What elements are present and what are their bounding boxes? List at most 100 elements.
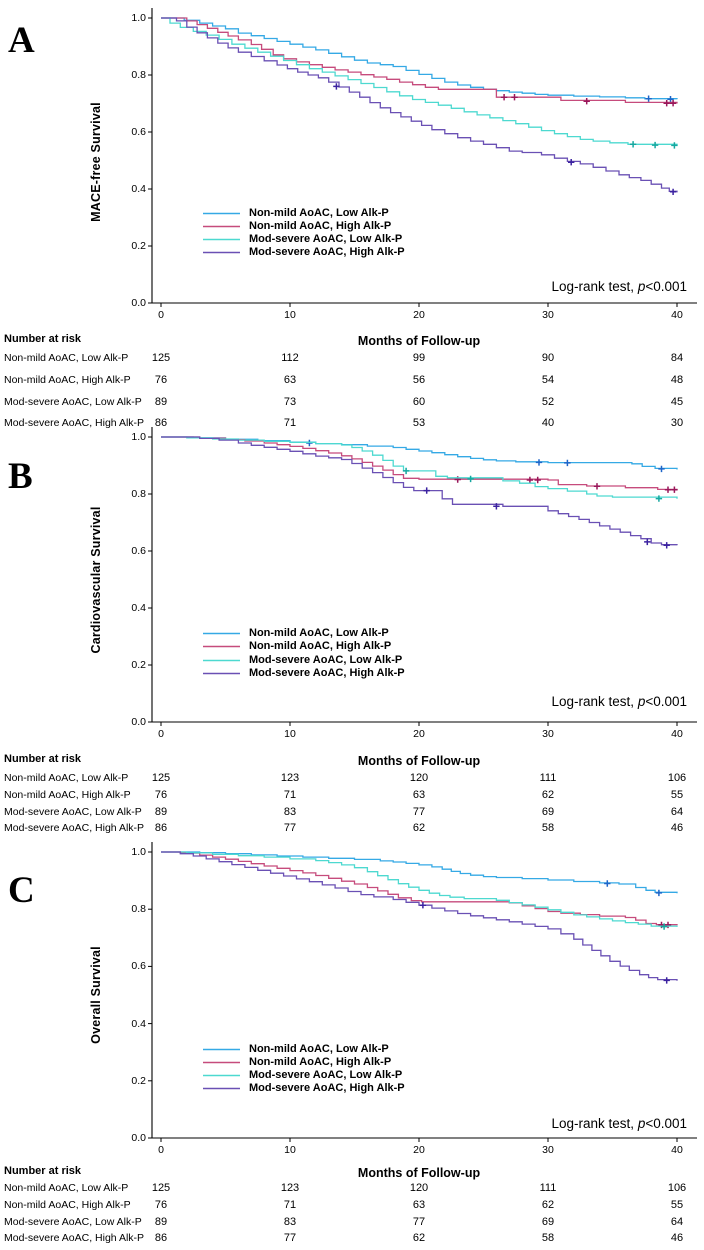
censor-mark — [671, 486, 678, 493]
risk-value: 30 — [670, 417, 684, 429]
x-tick-label: 20 — [413, 1144, 425, 1156]
km-step-line — [161, 851, 678, 927]
logrank-annotation: Log-rank test, p<0.001 — [552, 279, 687, 295]
censor-mark — [644, 538, 651, 546]
risk-value: 106 — [667, 1182, 687, 1194]
legend-label: Non-mild AoAC, High Alk-P — [249, 640, 392, 652]
risk-value: 89 — [154, 396, 168, 408]
risk-value: 46 — [670, 822, 684, 834]
censor-mark — [467, 475, 474, 483]
censor-mark — [658, 465, 665, 473]
censor-mark — [534, 476, 541, 484]
km-step-line — [161, 436, 678, 499]
risk-value: 71 — [283, 417, 297, 429]
risk-value: 53 — [412, 417, 426, 429]
risk-value: 76 — [154, 374, 168, 386]
y-tick-label: 0.4 — [131, 1017, 146, 1030]
risk-table-title: Number at risk — [4, 1165, 82, 1177]
logrank-p: p — [637, 694, 646, 709]
km-step-line — [161, 851, 678, 926]
y-tick-label: 0.0 — [131, 716, 146, 728]
censor-mark — [526, 476, 534, 484]
risk-value: 112 — [281, 352, 299, 364]
x-axis-title: Months of Follow-up — [357, 1166, 481, 1180]
risk-row-label: Non-mild AoAC, High Alk-P — [4, 1199, 131, 1211]
risk-row-label: Non-mild AoAC, Low Alk-P — [4, 1182, 129, 1194]
legend-label: Mod-severe AoAC, Low Alk-P — [249, 1069, 403, 1081]
risk-value: 62 — [412, 1232, 426, 1244]
risk-row-label: Mod-severe AoAC, High Alk-P — [4, 822, 145, 834]
censor-mark — [669, 188, 677, 195]
risk-value: 63 — [412, 789, 426, 801]
km-step-line — [161, 17, 678, 193]
censor-mark — [663, 100, 670, 107]
legend-label: Non-mild AoAC, Low Alk-P — [249, 1043, 389, 1055]
y-tick-label: 0.6 — [131, 960, 146, 973]
censor-mark — [568, 159, 575, 166]
risk-row-label: Non-mild AoAC, High Alk-P — [4, 374, 131, 386]
risk-value: 123 — [280, 772, 300, 784]
risk-value: 56 — [412, 374, 426, 386]
risk-value: 106 — [667, 772, 687, 784]
censor-mark — [655, 495, 663, 502]
risk-value: 99 — [412, 352, 426, 364]
km-step-line — [161, 17, 678, 146]
censor-mark — [500, 94, 508, 101]
x-axis-title: Months of Follow-up — [357, 334, 481, 348]
x-tick-label: 0 — [158, 309, 164, 321]
censor-mark — [583, 98, 590, 105]
logrank-annotation: Log-rank test, p<0.001 — [552, 694, 687, 710]
y-tick-label: 0.0 — [131, 297, 146, 309]
risk-value: 83 — [283, 806, 297, 818]
risk-value: 46 — [670, 1232, 684, 1244]
y-tick-label: 0.4 — [131, 183, 146, 195]
risk-row-label: Mod-severe AoAC, High Alk-P — [4, 417, 145, 429]
risk-row-label: Mod-severe AoAC, Low Alk-P — [4, 396, 142, 408]
censor-mark — [535, 459, 543, 466]
risk-value: 58 — [541, 822, 555, 834]
legend-label: Non-mild AoAC, Low Alk-P — [249, 207, 389, 219]
risk-value: 84 — [670, 352, 684, 364]
censor-mark — [423, 487, 430, 494]
censor-mark — [664, 486, 672, 493]
y-axis-title: MACE-free Survival — [88, 102, 103, 222]
risk-value: 77 — [283, 1232, 297, 1244]
y-tick-label: 1.0 — [131, 431, 146, 443]
km-step-line — [161, 851, 678, 981]
risk-table-title: Number at risk — [4, 753, 82, 765]
logrank-prefix: Log-rank test, — [551, 279, 638, 294]
y-tick-label: 1.0 — [131, 846, 146, 858]
y-tick-label: 0.8 — [131, 903, 146, 916]
censor-mark — [419, 902, 427, 909]
risk-row-label: Non-mild AoAC, Low Alk-P — [4, 352, 129, 364]
y-tick-label: 0.0 — [131, 1132, 146, 1144]
risk-value: 62 — [541, 1199, 555, 1211]
risk-value: 77 — [283, 822, 297, 834]
risk-value: 86 — [154, 1232, 168, 1244]
x-tick-label: 10 — [284, 728, 296, 740]
risk-value: 120 — [409, 1182, 429, 1194]
y-axis-title: Cardiovascular Survival — [88, 506, 103, 654]
km-step-line — [161, 436, 678, 491]
censor-mark — [663, 542, 670, 549]
censor-mark — [645, 95, 652, 102]
risk-row-label: Non-mild AoAC, High Alk-P — [4, 789, 131, 801]
risk-value: 77 — [412, 806, 426, 818]
risk-table-title: Number at risk — [4, 333, 82, 345]
y-tick-label: 0.6 — [131, 126, 146, 138]
x-tick-label: 20 — [413, 309, 425, 321]
censor-mark — [511, 94, 518, 101]
logrank-prefix: Log-rank test, — [551, 1116, 638, 1131]
legend-label: Non-mild AoAC, High Alk-P — [249, 220, 392, 232]
risk-value: 55 — [670, 789, 684, 801]
censor-mark — [333, 83, 340, 90]
y-tick-label: 0.2 — [131, 659, 146, 671]
logrank-value: <0.001 — [645, 1116, 687, 1131]
risk-value: 111 — [539, 1182, 557, 1194]
risk-value: 60 — [412, 396, 426, 408]
risk-value: 89 — [154, 806, 168, 818]
censor-mark — [663, 977, 670, 984]
logrank-value: <0.001 — [645, 694, 687, 709]
km-step-line — [161, 436, 678, 546]
